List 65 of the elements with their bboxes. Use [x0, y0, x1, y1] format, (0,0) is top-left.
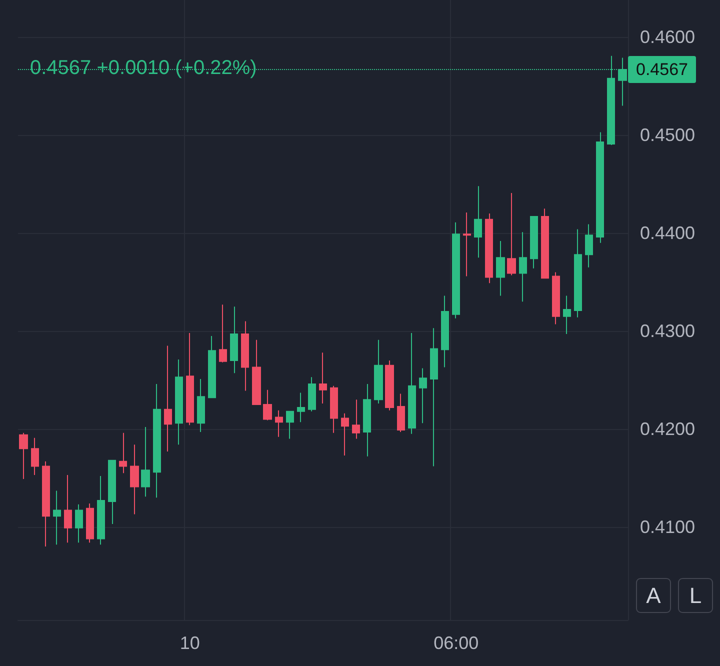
- candlestick: [541, 208, 549, 279]
- text: 0.4567 +0.0010 (+0.22%): [30, 57, 257, 79]
- candlestick: [385, 360, 394, 411]
- candlestick: [319, 352, 327, 404]
- candlestick: [419, 368, 427, 424]
- candlestick: [474, 186, 482, 258]
- candlestick: [230, 306, 238, 374]
- candlestick: [430, 328, 438, 467]
- candlestick: [341, 412, 349, 456]
- candlestick: [97, 476, 105, 546]
- candlestick: [308, 376, 316, 412]
- candlestick: [252, 339, 261, 406]
- ref-line-label: 0.4567: [636, 60, 688, 80]
- candlestick: [108, 460, 116, 525]
- candlestick: [552, 272, 560, 325]
- candlestick: [141, 426, 150, 498]
- candlestick: [574, 228, 582, 318]
- candlestick: [585, 224, 593, 268]
- candlestick: [286, 410, 294, 440]
- candlestick: [496, 240, 505, 296]
- candlestick: [374, 339, 383, 404]
- candlestick: [164, 345, 172, 452]
- candlestick: [507, 192, 516, 276]
- candlestick: [86, 502, 94, 544]
- candlestick: [452, 222, 460, 319]
- candlestick: [175, 358, 183, 446]
- candlestick: [263, 389, 272, 421]
- candlestick: [596, 132, 604, 244]
- candlestick: [563, 295, 571, 334]
- candlestick: [397, 393, 405, 432]
- candlestick: [297, 392, 305, 423]
- candlestick: [530, 216, 538, 269]
- candlestick: [31, 437, 39, 476]
- text: A: [646, 583, 662, 608]
- y-tick-label: 0.4300: [640, 321, 696, 342]
- candlestick: [42, 460, 50, 548]
- candlestick: [275, 410, 283, 438]
- candlestick: [408, 332, 416, 434]
- candlestick: [330, 385, 338, 434]
- candlestick: [186, 332, 194, 426]
- candlestick: [130, 444, 139, 515]
- candlestick: [119, 432, 127, 474]
- candlestick: [64, 474, 72, 544]
- candlestick: [53, 490, 61, 546]
- candlestick: [363, 383, 371, 457]
- candlestick: [519, 232, 527, 302]
- y-tick-label: 0.4600: [640, 27, 696, 48]
- candlestick: [19, 432, 28, 480]
- x-tick-label: 06:00: [434, 633, 479, 653]
- candlestick: [219, 304, 227, 363]
- y-tick-label: 0.4100: [640, 516, 696, 537]
- candlestick: [463, 212, 471, 277]
- candlestick: [485, 213, 493, 284]
- x-tick-label: 10: [180, 633, 200, 653]
- candlestick: [153, 383, 161, 498]
- text: L: [689, 583, 702, 608]
- y-tick-label: 0.4500: [640, 125, 696, 146]
- candlestick: [208, 335, 216, 398]
- y-tick-label: 0.4400: [640, 223, 696, 244]
- candlestick: [75, 504, 83, 544]
- candlestick: [197, 378, 205, 432]
- y-tick-label: 0.4200: [640, 419, 696, 440]
- candlestick: [441, 295, 449, 368]
- candlestick: [352, 399, 360, 440]
- candlestick: [241, 320, 249, 392]
